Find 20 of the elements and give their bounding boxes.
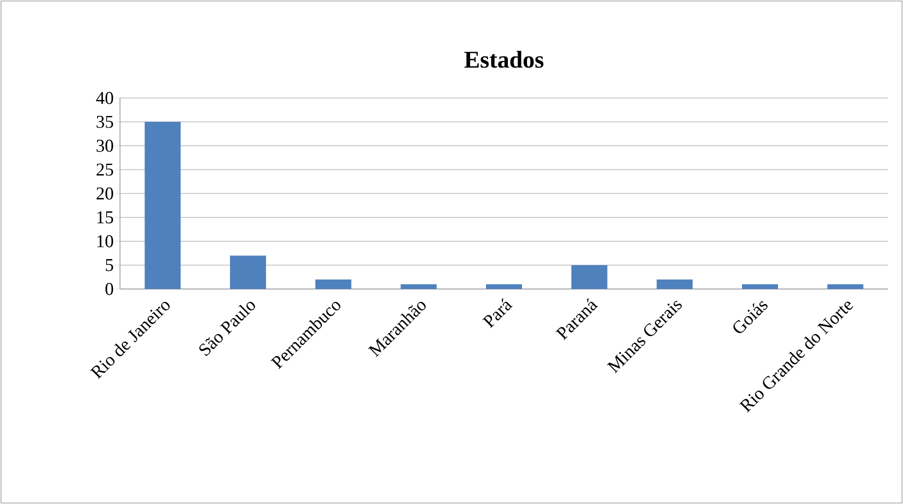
chart-title: Estados	[464, 50, 544, 68]
y-tick-label: 10	[97, 235, 114, 248]
bar	[571, 265, 608, 289]
bar	[656, 279, 693, 289]
bar	[400, 284, 437, 289]
bar	[827, 284, 864, 289]
y-tick-label: 30	[96, 140, 114, 152]
bar	[742, 284, 778, 289]
y-tick-label: 40	[96, 92, 114, 104]
y-tick-label: 25	[96, 164, 114, 176]
bar	[144, 122, 181, 289]
y-tick-label: 15	[97, 211, 114, 224]
x-tick-label: Pará	[482, 298, 513, 328]
bar	[230, 256, 266, 289]
bar	[315, 279, 352, 289]
y-tick-label: 35	[96, 116, 114, 128]
y-tick-label: 20	[96, 187, 114, 200]
y-tick-label: 5	[106, 259, 114, 272]
bar	[486, 284, 522, 289]
y-tick-label: 0	[105, 282, 114, 296]
